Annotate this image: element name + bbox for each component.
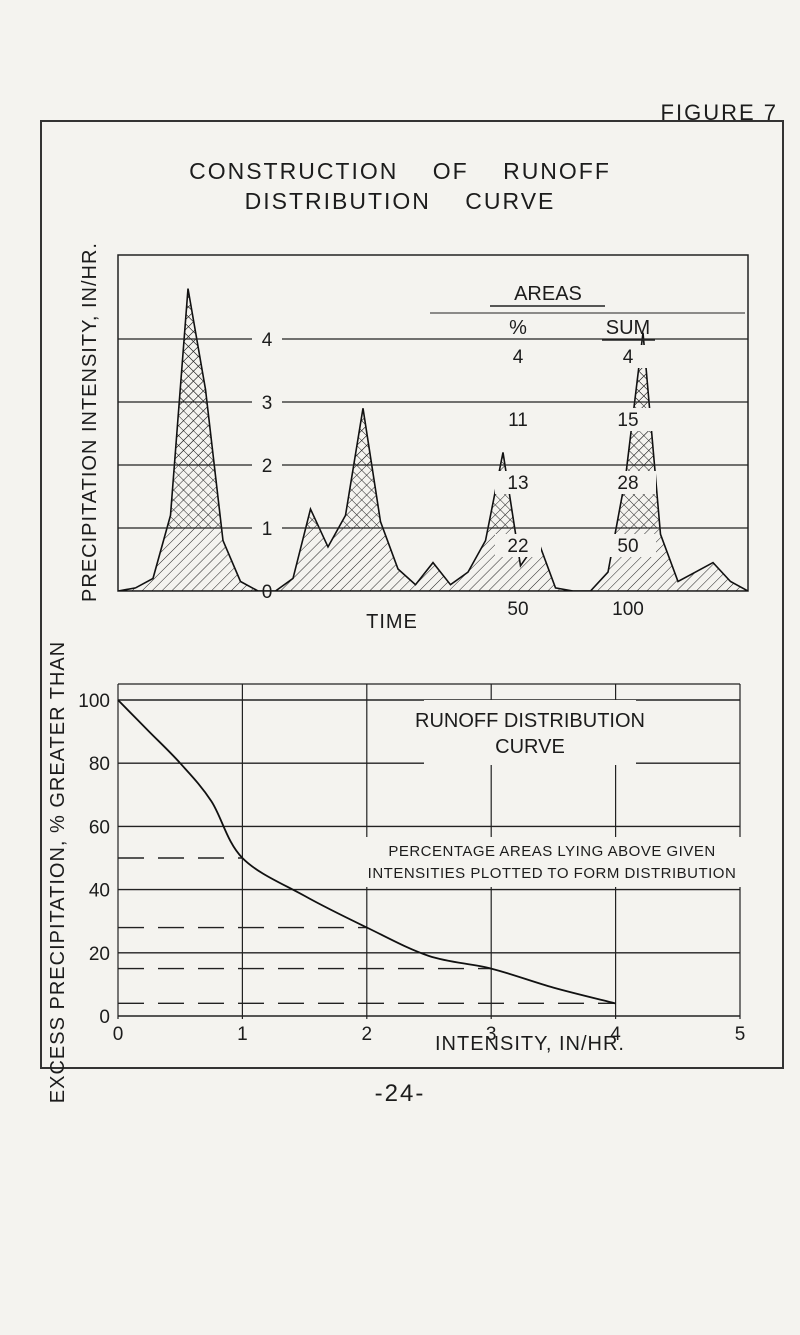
areas-row-5-percent: 50 bbox=[507, 599, 528, 620]
distribution-xtick-4: 4 bbox=[610, 1024, 621, 1045]
distribution-curve bbox=[117, 699, 616, 1005]
distribution-ytick-40: 40 bbox=[89, 881, 110, 902]
distribution-label-backdrop bbox=[424, 700, 636, 765]
figure-frame bbox=[40, 120, 784, 1069]
hyetograph-threshold-lines bbox=[118, 338, 748, 529]
areas-cell-backdrop bbox=[495, 534, 541, 557]
hyetograph-tick-0: 0 bbox=[262, 582, 273, 603]
hyetograph-fill-group bbox=[118, 288, 748, 591]
areas-cell-backdrop bbox=[600, 345, 656, 368]
distribution-ytick-60: 60 bbox=[89, 817, 110, 838]
areas-row-5-sum: 100 bbox=[612, 599, 644, 620]
figure-title-line1: CONSTRUCTION OF RUNOFF bbox=[189, 158, 611, 184]
hyetograph-tick-1: 1 bbox=[262, 519, 273, 540]
distribution-xlabel: INTENSITY, IN/HR. bbox=[435, 1033, 625, 1055]
areas-cell-backdrop bbox=[495, 345, 541, 368]
areas-row-4-percent: 22 bbox=[507, 536, 528, 557]
figure-title-line2: DISTRIBUTION CURVE bbox=[244, 188, 556, 214]
areas-rows: 4 4 11 15 13 28 22 50 50 100 bbox=[495, 345, 656, 620]
hyetograph-tick-4: 4 bbox=[262, 330, 273, 351]
distribution-xtick-3: 3 bbox=[486, 1024, 497, 1045]
distribution-xtick-1: 1 bbox=[237, 1024, 248, 1045]
hyetograph-band-1 bbox=[118, 288, 748, 591]
distribution-tick-labels: 0 20 40 60 80 100 0 1 2 3 4 5 bbox=[78, 691, 745, 1045]
distribution-annotation-line1: PERCENTAGE AREAS LYING ABOVE GIVEN bbox=[388, 843, 715, 860]
distribution-ytick-100: 100 bbox=[78, 691, 110, 712]
areas-table-header: AREAS bbox=[514, 283, 582, 305]
distribution-ylabel: EXCESS PRECIPITATION, % GREATER THAN bbox=[47, 641, 69, 1103]
hyetograph-chart: PRECIPITATION INTENSITY, IN/HR. TIME 0 1 2… bbox=[79, 242, 749, 633]
distribution-xtick-2: 2 bbox=[362, 1024, 373, 1045]
areas-row-4-sum: 50 bbox=[617, 536, 638, 557]
hyetograph-tick-labels: 0 1 2 3 4 bbox=[262, 330, 273, 603]
distribution-ytick-20: 20 bbox=[89, 944, 110, 965]
hyetograph-xlabel: TIME bbox=[366, 611, 418, 633]
areas-row-1-percent: 4 bbox=[513, 347, 524, 368]
distribution-chart: RUNOFF DISTRIBUTION CURVE PERCENTAGE ARE… bbox=[47, 641, 746, 1103]
areas-cell-backdrop bbox=[600, 471, 656, 494]
distribution-xtick-0: 0 bbox=[113, 1024, 124, 1045]
areas-cell-backdrop bbox=[495, 408, 541, 431]
page-number: -24- bbox=[374, 1080, 426, 1107]
hyetograph-tick-2: 2 bbox=[262, 456, 273, 477]
distribution-ytick-0: 0 bbox=[99, 1007, 110, 1028]
areas-col-sum: SUM bbox=[606, 317, 650, 339]
areas-row-2-sum: 15 bbox=[617, 410, 638, 431]
hyetograph-tick-3: 3 bbox=[262, 393, 273, 414]
areas-cell-backdrop bbox=[495, 471, 541, 494]
areas-table: AREAS % SUM 4 4 11 15 13 28 22 50 50 100 bbox=[430, 283, 745, 620]
areas-cell-backdrop bbox=[600, 408, 656, 431]
areas-row-3-percent: 13 bbox=[507, 473, 528, 494]
areas-cell-backdrop bbox=[600, 534, 656, 557]
areas-row-3-sum: 28 bbox=[617, 473, 638, 494]
areas-row-2-percent: 11 bbox=[508, 410, 528, 431]
distribution-title-line2: CURVE bbox=[495, 736, 565, 758]
areas-col-percent: % bbox=[509, 317, 527, 339]
distribution-xtick-5: 5 bbox=[735, 1024, 746, 1045]
hyetograph-ylabel: PRECIPITATION INTENSITY, IN/HR. bbox=[79, 242, 101, 602]
distribution-ytick-80: 80 bbox=[89, 754, 110, 775]
areas-cell-backdrop bbox=[600, 597, 656, 620]
distribution-title-line1: RUNOFF DISTRIBUTION bbox=[415, 710, 645, 732]
hyetograph-band-2 bbox=[167, 288, 660, 528]
areas-cell-backdrop bbox=[495, 597, 541, 620]
areas-row-1-sum: 4 bbox=[623, 347, 634, 368]
distribution-annotation-line2: INTENSITIES PLOTTED TO FORM DISTRIBUTION bbox=[368, 865, 737, 882]
distribution-annotation-backdrop bbox=[358, 837, 746, 887]
distribution-guides bbox=[118, 857, 616, 1005]
hyetograph-outline bbox=[118, 288, 748, 591]
